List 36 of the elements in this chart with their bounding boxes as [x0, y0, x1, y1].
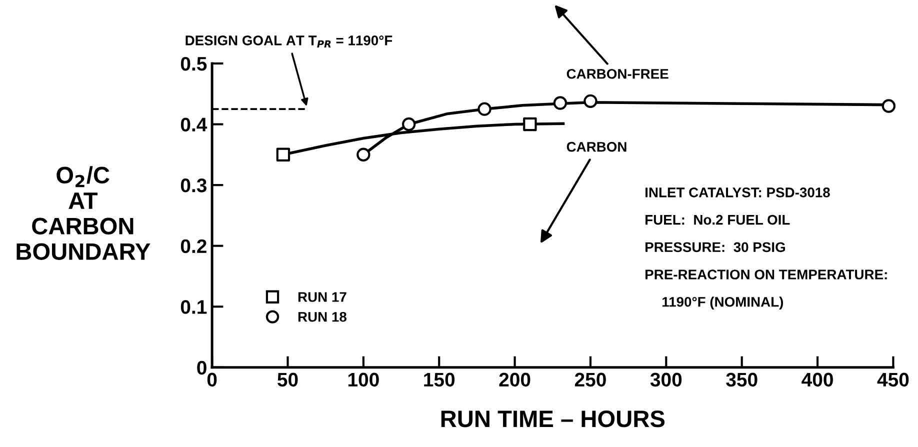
y-tick-label: 0.4: [180, 118, 208, 132]
x-tick-label: 50: [278, 372, 298, 387]
x-tick-label: 250: [574, 372, 606, 387]
point: [402, 117, 416, 132]
annotation: FUEL: No.2 FUEL OIL: [646, 214, 790, 225]
x-tick-label: 0: [207, 372, 217, 387]
y-axis-title: O$_{2}$/C AT CARBON BOUNDARY: [16, 166, 150, 260]
point: [553, 96, 568, 110]
point: [523, 117, 537, 132]
annotation: CARBON-FREE: [566, 68, 668, 79]
y-tick-label: 0.3: [180, 178, 206, 192]
text: DESIGN GOAL AT T$_{PR}$ = 1190°F: [186, 36, 392, 48]
point: [276, 148, 290, 162]
x-axis-title: RUN TIME – HOURS: [441, 410, 665, 428]
x-tick-label: 450: [877, 372, 909, 387]
x-tick-label: 150: [424, 372, 455, 387]
y-tick-label: 0.5: [180, 56, 207, 71]
annotation: CARBON: [566, 142, 626, 152]
legend-label: RUN 17: [298, 292, 346, 302]
x-tick-label: 200: [499, 372, 530, 387]
point: [584, 94, 598, 108]
x-tick-label: 400: [802, 372, 833, 387]
y-tick-label: 0: [197, 360, 206, 375]
y-tick-label: 0.1: [180, 300, 207, 314]
point: [478, 102, 492, 116]
x-tick-label: 350: [726, 372, 758, 387]
point: [356, 148, 370, 162]
annotation: PRESSURE: 30 PSIG: [646, 242, 785, 252]
annotation: 1190°F (NOMINAL): [662, 296, 784, 310]
legend-label: RUN 18: [298, 312, 346, 322]
point: [882, 99, 896, 113]
x-tick-label: 300: [650, 372, 682, 387]
y-tick-label: 0.2: [180, 239, 206, 254]
annotation: INLET CATALYST: PSD-3018: [646, 188, 830, 198]
annotation: PRE-REACTION ON TEMPERATURE:: [646, 270, 887, 280]
x-tick-label: 100: [348, 372, 379, 387]
